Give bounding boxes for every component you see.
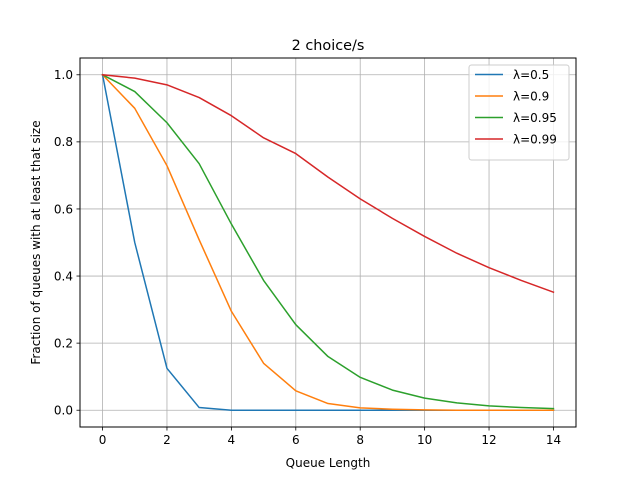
x-tick-label: 6 <box>292 433 300 447</box>
x-axis-label: Queue Length <box>286 456 371 470</box>
chart-title: 2 choice/s <box>292 38 365 54</box>
y-tick-label: 0.8 <box>54 135 73 149</box>
x-tick-label: 2 <box>163 433 171 447</box>
series-lines <box>101 73 555 411</box>
axis-ticks: 0 2 4 6 8 10 12 14 0.0 0.2 0.4 0.6 0.8 1.0 <box>54 68 561 447</box>
y-tick-label: 1.0 <box>54 68 73 82</box>
series-line-3 <box>101 73 555 294</box>
x-tick-label: 10 <box>417 433 432 447</box>
legend-label-3: λ=0.99 <box>513 132 557 146</box>
y-tick-label: 0.2 <box>54 336 73 350</box>
series-line-1 <box>101 73 555 411</box>
legend: λ=0.5 λ=0.9 λ=0.95 λ=0.99 <box>468 64 570 161</box>
series-line-2 <box>101 73 555 410</box>
x-tick-label: 12 <box>481 433 496 447</box>
y-axis-label: Fraction of queues with at least that si… <box>29 120 43 364</box>
legend-box <box>468 64 570 161</box>
legend-label-1: λ=0.9 <box>513 89 549 103</box>
x-tick-label: 0 <box>99 433 107 447</box>
y-tick-label: 0.6 <box>54 202 73 216</box>
legend-label-0: λ=0.5 <box>513 68 549 82</box>
x-tick-label: 14 <box>546 433 561 447</box>
plot-area-frame <box>79 57 577 428</box>
y-tick-label: 0.0 <box>54 404 73 418</box>
y-tick-label: 0.4 <box>54 269 73 283</box>
legend-label-2: λ=0.95 <box>513 111 557 125</box>
x-tick-label: 8 <box>356 433 364 447</box>
x-tick-label: 4 <box>228 433 236 447</box>
